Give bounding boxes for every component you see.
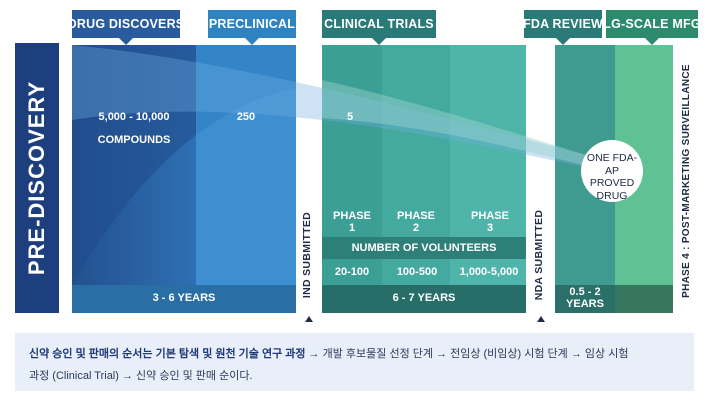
volunteers-phase2: 100-500: [396, 266, 438, 278]
discovery-duration-bar: [72, 285, 296, 313]
approved-line1: ONE FDA-: [586, 152, 638, 164]
phase3-label: PHASE 3: [458, 210, 522, 234]
stage-header-fda-review: FDA REVIEW: [523, 10, 604, 45]
volunteers-label: NUMBER OF VOLUNTEERS: [351, 242, 497, 254]
compounds-label: COMPOUNDS: [97, 134, 171, 146]
stage-header-clinical-trials: CLINICAL TRIALS: [322, 10, 436, 45]
clinical-duration-bar: [322, 285, 526, 313]
footer-rest: → 개발 후보물질 선정 단계 → 전임상 (비임상) 시험 단계 → 임상 시…: [305, 348, 629, 360]
phase4-label: PHASE 4 : POST-MARKETING SURVEILLANCE: [681, 64, 692, 298]
lg-scale-mfg-label: LG-SCALE MFG: [603, 17, 701, 31]
volunteers-phase3: 1,000-5,000: [459, 266, 519, 278]
compounds-count: 5,000 - 10,000: [98, 111, 170, 123]
discovery-curve: [72, 45, 196, 285]
preclinical-label: PRECLINICAL: [208, 17, 296, 31]
funnel-band-clinical: [322, 80, 596, 168]
review-duration-line2: YEARS: [566, 298, 604, 310]
mfg-duration-bar: [615, 285, 673, 313]
drug-discovers-label: DRUG DISCOVERS: [67, 17, 185, 31]
phase3-line2: 3: [486, 222, 494, 234]
phase1-label: PHASE 1: [322, 210, 382, 234]
review-duration: 0.5 - 2 YEARS: [555, 286, 615, 310]
phase2-line2: 2: [412, 222, 420, 234]
ind-marker-icon: [305, 316, 313, 322]
footer-line2: 과정 (Clinical Trial) → 신약 승인 및 판매 순이다.: [29, 370, 253, 382]
nda-submitted-label: NDA SUBMITTED: [533, 209, 545, 301]
preclinical-curve: [196, 45, 296, 135]
approved-drug-circle: [581, 140, 643, 202]
nda-marker-icon: [537, 316, 545, 322]
phase2-line1: PHASE: [397, 210, 435, 222]
review-duration-bar: [555, 285, 615, 313]
funnel-band: [72, 45, 596, 170]
stage-header-lg-scale-mfg: LG-SCALE MFG: [603, 10, 701, 45]
fda-review-label: FDA REVIEW: [523, 17, 604, 31]
approved-line3: DRUG: [596, 189, 628, 202]
volunteers-phase1: 20-100: [334, 266, 370, 278]
volunteers-bar: [322, 237, 526, 259]
phase1-line2: 1: [348, 222, 356, 234]
preclinical-count: 250: [236, 111, 256, 123]
stage-header-drug-discovers: DRUG DISCOVERS: [68, 10, 184, 45]
stage-header-preclinical: PRECLINICAL: [208, 10, 296, 45]
phase2-label: PHASE 2: [385, 210, 447, 234]
review-duration-line1: 0.5 - 2: [569, 286, 601, 298]
approved-line2: AP PROVED: [589, 164, 635, 190]
clinical-trials-label: CLINICAL TRIALS: [324, 17, 434, 31]
approved-drug-text: ONE FDA- AP PROVED DRUG: [582, 152, 642, 202]
footer-line1: 신약 승인 및 판매의 순서는 기본 탐색 및 원천 기술 연구 과정 → 개발…: [29, 343, 680, 365]
footer-bold: 신약 승인 및 판매의 순서는 기본 탐색 및 원천 기술 연구 과정: [29, 348, 306, 360]
clinical-duration: 6 - 7 YEARS: [392, 292, 456, 304]
pre-discovery-bar: [15, 43, 59, 313]
footer-note: 신약 승인 및 판매의 순서는 기본 탐색 및 원천 기술 연구 과정 → 개발…: [15, 333, 694, 391]
discovery-duration: 3 - 6 YEARS: [152, 292, 216, 304]
phase1-line1: PHASE: [333, 210, 371, 222]
ind-submitted-label: IND SUBMITTED: [301, 211, 313, 299]
clinical-count: 5: [346, 111, 354, 123]
pipeline-graphic: [72, 45, 673, 313]
phase3-line1: PHASE: [471, 210, 509, 222]
